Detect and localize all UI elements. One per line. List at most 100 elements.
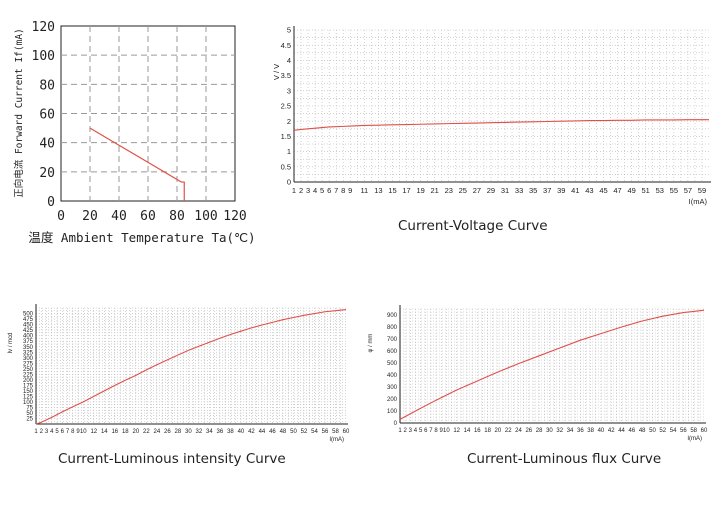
y-tick-label: 400 bbox=[387, 373, 398, 379]
y-tick-label: 1 bbox=[287, 147, 291, 156]
x-tick-label: 4 bbox=[313, 186, 317, 195]
y-tick-label: 800 bbox=[387, 325, 398, 331]
intensity-caption: Current-Luminous intensity Curve bbox=[58, 451, 286, 467]
x-tick-label: 1 bbox=[292, 186, 296, 195]
x-tick-label: 5 bbox=[419, 428, 423, 434]
x-tick-label: 55 bbox=[670, 186, 678, 195]
x-tick-label: 50 bbox=[290, 429, 297, 435]
y-tick-label: 375 bbox=[23, 339, 34, 345]
x-tick-label: 3 bbox=[306, 186, 310, 195]
x-tick-label: 16 bbox=[111, 429, 118, 435]
y-tick-label: 125 bbox=[23, 394, 34, 400]
x-tick-label: 31 bbox=[501, 186, 509, 195]
series-line bbox=[399, 309, 705, 420]
x-tick-label: 7 bbox=[334, 186, 338, 195]
x-tick-label: 60 bbox=[701, 428, 708, 434]
x-tick-label: 58 bbox=[332, 429, 339, 435]
x-tick-label: 40 bbox=[598, 428, 605, 434]
x-tick-label: 46 bbox=[629, 428, 636, 434]
x-tick-label: 40 bbox=[111, 209, 127, 224]
x-tick-label: 44 bbox=[618, 428, 625, 434]
x-tick-label: 32 bbox=[556, 428, 563, 434]
x-tick-label: 45 bbox=[599, 186, 607, 195]
x-tick-label: 13 bbox=[374, 186, 382, 195]
y-axis-label: φ / mm bbox=[368, 334, 374, 353]
x-tick-label: 42 bbox=[608, 428, 615, 434]
x-tick-label: 27 bbox=[473, 186, 481, 195]
x-tick-label: 39 bbox=[557, 186, 565, 195]
x-tick-label: 26 bbox=[164, 429, 171, 435]
x-tick-label: 2 bbox=[299, 186, 303, 195]
x-tick-label: 9 bbox=[440, 428, 444, 434]
x-tick-label: 15 bbox=[388, 186, 396, 195]
x-tick-label: 5 bbox=[320, 186, 324, 195]
y-tick-label: 75 bbox=[26, 406, 33, 412]
plot-frame bbox=[60, 25, 236, 202]
y-axis-label: 正向电流 Forward Current If(mA) bbox=[13, 28, 25, 198]
x-tick-label: 4 bbox=[50, 429, 54, 435]
y-tick-label: 450 bbox=[23, 323, 34, 329]
x-tick-label: 6 bbox=[327, 186, 331, 195]
x-tick-label: 20 bbox=[82, 209, 98, 224]
x-tick-label: 6 bbox=[424, 428, 428, 434]
x-tick-label: 22 bbox=[505, 428, 512, 434]
y-tick-label: 2 bbox=[287, 117, 291, 126]
y-tick-label: 4.5 bbox=[281, 41, 291, 50]
x-tick-label: 19 bbox=[416, 186, 424, 195]
y-tick-label: 80 bbox=[39, 78, 55, 93]
x-tick-label: 7 bbox=[429, 428, 433, 434]
x-tick-label: 23 bbox=[445, 186, 453, 195]
y-tick-label: 120 bbox=[32, 20, 55, 35]
x-tick-label: 56 bbox=[680, 428, 687, 434]
y-axis-label: V / V bbox=[272, 64, 281, 80]
x-tick-label: 17 bbox=[402, 186, 410, 195]
x-tick-label: 38 bbox=[227, 429, 234, 435]
x-tick-label: 51 bbox=[642, 186, 650, 195]
y-tick-label: 3.5 bbox=[281, 71, 291, 80]
x-tick-label: 36 bbox=[577, 428, 584, 434]
x-tick-label: 54 bbox=[311, 429, 318, 435]
x-tick-label: 9 bbox=[76, 429, 80, 435]
x-tick-label: 3 bbox=[409, 428, 413, 434]
x-tick-label: 59 bbox=[698, 186, 706, 195]
x-tick-label: 20 bbox=[132, 429, 139, 435]
y-tick-label: 3 bbox=[287, 86, 291, 95]
y-tick-label: 100 bbox=[32, 49, 55, 64]
y-tick-label: 350 bbox=[23, 345, 34, 351]
x-tick-label: 18 bbox=[484, 428, 491, 434]
y-tick-label: 200 bbox=[387, 397, 398, 403]
y-tick-label: 200 bbox=[23, 378, 34, 384]
x-tick-label: 3 bbox=[45, 429, 49, 435]
x-tick-label: 57 bbox=[684, 186, 692, 195]
x-tick-label: 46 bbox=[269, 429, 276, 435]
y-tick-label: 1.5 bbox=[281, 132, 291, 141]
x-tick-label: 4 bbox=[414, 428, 418, 434]
x-tick-label: 43 bbox=[585, 186, 593, 195]
x-tick-label: 29 bbox=[487, 186, 495, 195]
x-tick-label: 8 bbox=[341, 186, 345, 195]
x-tick-label: 32 bbox=[196, 429, 203, 435]
x-tick-label: 40 bbox=[238, 429, 245, 435]
y-tick-label: 0 bbox=[47, 195, 55, 210]
x-tick-label: 38 bbox=[587, 428, 594, 434]
x-tick-label: 52 bbox=[301, 429, 308, 435]
x-tick-label: 33 bbox=[515, 186, 523, 195]
x-tick-label: 53 bbox=[656, 186, 664, 195]
x-axis-label: I(mA) bbox=[329, 437, 344, 443]
x-tick-label: 34 bbox=[567, 428, 574, 434]
x-tick-label: 21 bbox=[431, 186, 439, 195]
x-tick-label: 48 bbox=[639, 428, 646, 434]
derating-chart: 0 20 40 60 80 100 120 0 20 40 60 80 100 120 温度 Ambient… bbox=[13, 20, 256, 245]
series-line bbox=[293, 119, 709, 131]
y-tick-label: 500 bbox=[387, 361, 398, 367]
x-tick-label: 9 bbox=[348, 186, 352, 195]
voltage-chart: 1 2 3 4 5 6 7 8 9 11 13 15 17 19 21 23 25 27 29 31 33 35 37 39 4… bbox=[272, 26, 711, 206]
y-tick-label: 400 bbox=[23, 334, 34, 340]
y-tick-label: 0 bbox=[394, 421, 398, 427]
x-tick-label: 25 bbox=[459, 186, 467, 195]
x-tick-label: 54 bbox=[670, 428, 677, 434]
x-tick-label: 18 bbox=[122, 429, 129, 435]
x-tick-label: 50 bbox=[649, 428, 656, 434]
flux-chart: 1 2 3 4 5 6 7 8 9 10 12 14 16 18 20 22 24 26 28 30 32 34 36 38 4… bbox=[368, 305, 708, 442]
x-tick-label: 2 bbox=[40, 429, 44, 435]
